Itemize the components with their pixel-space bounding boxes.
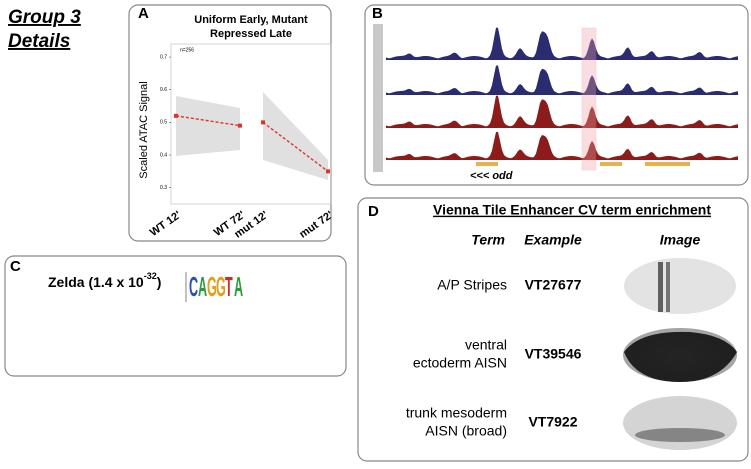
mean-point — [326, 169, 330, 174]
column-header: Term — [471, 232, 505, 248]
stain — [635, 428, 725, 442]
y-tick-label: 0.4 — [160, 152, 167, 158]
mean-line — [175, 115, 241, 127]
stain — [624, 331, 737, 382]
title-line: Details — [8, 31, 70, 52]
y-tick-label: 0.6 — [160, 87, 167, 93]
column-header: Image — [660, 232, 701, 248]
y-tick-label: 0.3 — [160, 185, 167, 191]
coverage-track — [386, 95, 738, 128]
highlight — [581, 27, 597, 171]
y-tick-label: 0.7 — [160, 54, 167, 60]
mean-point — [238, 123, 242, 128]
y-tick-label: 0.5 — [160, 120, 167, 126]
stripe — [666, 262, 670, 312]
term: ventral — [465, 337, 507, 353]
spread-band — [263, 92, 328, 180]
gene-label: <<< odd — [470, 170, 513, 182]
logo-letter: G — [216, 272, 226, 303]
plot-frame — [170, 43, 332, 205]
annotation: n=256 — [180, 47, 194, 53]
embryo — [624, 258, 736, 314]
exponent: -32 — [144, 271, 157, 281]
gene-model — [600, 162, 622, 166]
panel-c — [4, 255, 347, 377]
motif-text: Zelda (1.4 x 10-32) — [48, 271, 161, 289]
title-line: Group 3 — [8, 7, 81, 28]
spread-band — [176, 96, 240, 156]
column-header: Example — [524, 232, 582, 248]
logo-letter: G — [207, 272, 217, 303]
example: VT7922 — [528, 414, 577, 430]
gene-model — [476, 162, 498, 166]
coverage-track — [386, 131, 738, 160]
mean-point — [174, 113, 178, 118]
track-label-column — [373, 24, 383, 172]
panel-label: D — [368, 203, 379, 220]
mean-point — [261, 120, 265, 125]
embryo-image — [623, 396, 737, 450]
coverage-track — [386, 27, 738, 60]
term: A/P Stripes — [437, 277, 507, 293]
mean-line — [262, 121, 329, 172]
coverage-track — [386, 65, 738, 95]
gene-model — [645, 162, 690, 166]
chart-title: Uniform Early, Mutant — [194, 14, 308, 26]
term: trunk mesoderm — [406, 405, 507, 421]
embryo-image — [623, 328, 737, 382]
panel-label: A — [138, 5, 149, 22]
motif-close: ) — [157, 274, 162, 290]
term: ectoderm AISN — [413, 355, 507, 371]
term: AISN (broad) — [425, 423, 507, 439]
logo-letter: T — [225, 272, 233, 303]
logo-letter: A — [234, 272, 243, 303]
example: VT27677 — [525, 277, 582, 293]
logo-letter: C — [189, 272, 198, 303]
chart-title: Repressed Late — [210, 28, 292, 40]
logo-letter: A — [198, 272, 207, 303]
embryo-image — [624, 258, 736, 314]
example: VT39546 — [525, 346, 582, 362]
table-title: Vienna Tile Enhancer CV term enrichment — [433, 202, 711, 218]
tracks — [386, 27, 738, 160]
panel-label: C — [10, 258, 21, 275]
motif-name: Zelda (1.4 x 10 — [48, 274, 144, 290]
stripe — [658, 262, 663, 312]
y-axis-label: Scaled ATAC Signal — [138, 81, 150, 178]
table: Term Example Image A/P Stripes VT27677 ventra… — [406, 232, 701, 439]
panel-label: B — [372, 5, 383, 22]
